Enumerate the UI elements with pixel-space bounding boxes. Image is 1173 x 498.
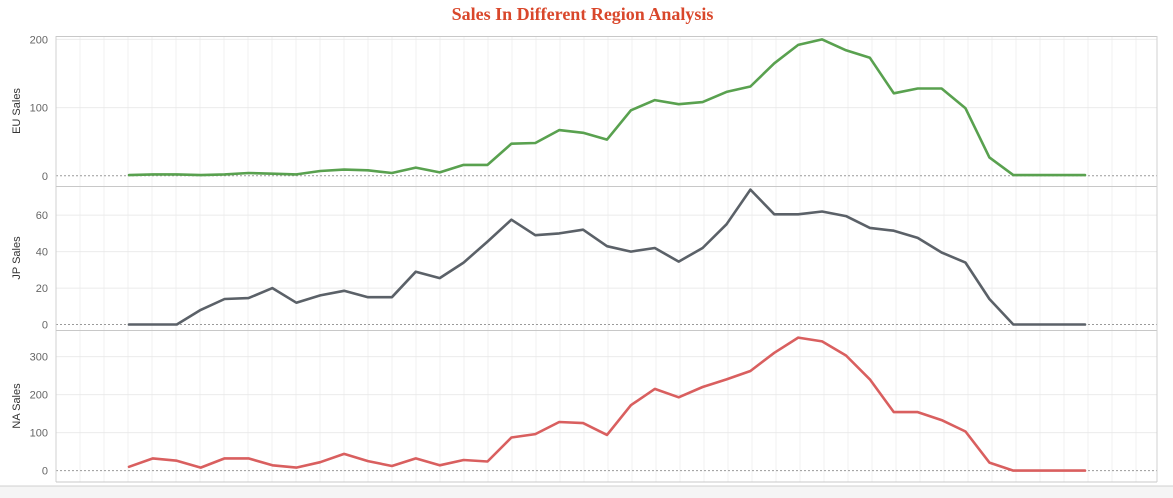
y-tick-label: 200 bbox=[30, 34, 48, 46]
y-tick-label: 300 bbox=[30, 352, 48, 364]
y-tick-label: 60 bbox=[36, 210, 48, 222]
y-tick-label: 0 bbox=[42, 466, 48, 478]
series-line-eu-sales bbox=[127, 38, 1087, 177]
y-tick-label: 40 bbox=[36, 247, 48, 259]
y-tick-label: 0 bbox=[42, 171, 48, 183]
y-tick-label: 20 bbox=[36, 283, 48, 295]
y-tick-label: 100 bbox=[30, 103, 48, 115]
y-tick-label: 100 bbox=[30, 428, 48, 440]
y-axis-title: JP Sales bbox=[11, 236, 23, 280]
y-axis-title: NA Sales bbox=[11, 383, 23, 429]
chart-title: Sales In Different Region Analysis bbox=[451, 4, 714, 24]
series-line-na-sales bbox=[127, 336, 1087, 472]
bottom-axis-strip bbox=[0, 486, 1173, 498]
y-tick-label: 200 bbox=[30, 390, 48, 402]
y-tick-label: 0 bbox=[42, 320, 48, 332]
y-axis-title: EU Sales bbox=[11, 88, 23, 134]
series-line-jp-sales bbox=[127, 188, 1087, 326]
